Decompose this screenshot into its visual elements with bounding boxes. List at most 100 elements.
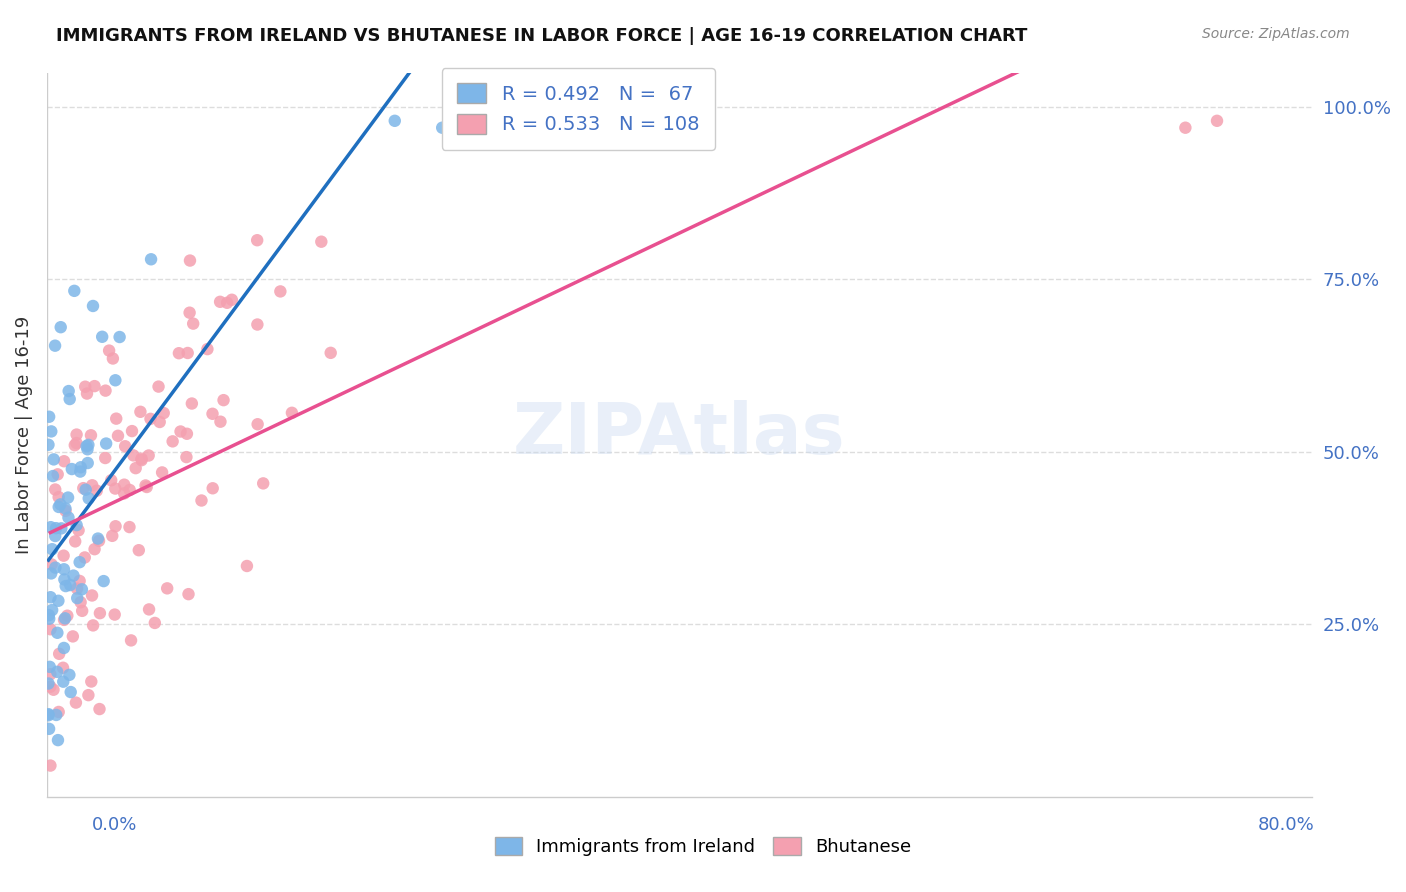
Point bbox=[45, 521, 67, 535]
Point bbox=[41, 558, 63, 572]
Point bbox=[48, 500, 70, 514]
Point bbox=[98, 343, 121, 358]
Point bbox=[63, 534, 86, 549]
Point bbox=[46, 625, 69, 640]
Point bbox=[58, 384, 80, 398]
Point bbox=[39, 758, 62, 772]
Point bbox=[39, 566, 62, 581]
Point bbox=[139, 412, 162, 426]
Point bbox=[118, 520, 141, 534]
Point bbox=[56, 491, 79, 505]
Point bbox=[82, 478, 104, 492]
Point bbox=[177, 587, 200, 601]
Point bbox=[269, 285, 291, 299]
Point bbox=[108, 330, 131, 344]
Point bbox=[432, 120, 454, 135]
Point bbox=[112, 486, 135, 500]
Point bbox=[42, 682, 65, 697]
Point bbox=[76, 439, 98, 453]
Point bbox=[77, 688, 100, 702]
Point bbox=[49, 497, 72, 511]
Point bbox=[62, 568, 84, 582]
Point bbox=[55, 579, 77, 593]
Point bbox=[94, 436, 117, 450]
Point bbox=[162, 434, 184, 449]
Point bbox=[114, 439, 136, 453]
Point bbox=[63, 284, 86, 298]
Point bbox=[169, 425, 191, 439]
Point bbox=[217, 295, 239, 310]
Point bbox=[131, 453, 153, 467]
Point bbox=[148, 379, 170, 393]
Point bbox=[52, 640, 75, 655]
Point bbox=[39, 520, 62, 534]
Point bbox=[65, 518, 87, 533]
Point bbox=[94, 450, 117, 465]
Point bbox=[104, 373, 127, 387]
Point bbox=[82, 618, 104, 632]
Point bbox=[179, 306, 201, 320]
Point bbox=[156, 582, 179, 596]
Point bbox=[120, 633, 142, 648]
Point bbox=[53, 454, 76, 468]
Point bbox=[221, 293, 243, 307]
Point bbox=[80, 428, 103, 442]
Point bbox=[46, 733, 69, 747]
Point bbox=[149, 415, 172, 429]
Text: 0.0%: 0.0% bbox=[91, 816, 136, 834]
Point bbox=[76, 456, 98, 470]
Point bbox=[209, 415, 232, 429]
Point bbox=[46, 665, 69, 679]
Point bbox=[105, 411, 128, 425]
Point bbox=[39, 667, 62, 681]
Y-axis label: In Labor Force | Age 16-19: In Labor Force | Age 16-19 bbox=[15, 316, 32, 554]
Point bbox=[37, 707, 59, 722]
Point bbox=[38, 722, 60, 736]
Point bbox=[190, 493, 212, 508]
Point bbox=[152, 406, 174, 420]
Point bbox=[94, 384, 117, 398]
Point bbox=[53, 613, 76, 627]
Point bbox=[176, 426, 198, 441]
Point bbox=[60, 462, 83, 476]
Point bbox=[86, 483, 108, 498]
Point bbox=[49, 320, 72, 334]
Point bbox=[179, 253, 201, 268]
Point bbox=[67, 524, 90, 538]
Point bbox=[311, 235, 333, 249]
Point bbox=[52, 661, 75, 675]
Point bbox=[125, 461, 148, 475]
Point bbox=[104, 482, 127, 496]
Point bbox=[100, 473, 122, 487]
Point bbox=[62, 629, 84, 643]
Point bbox=[128, 543, 150, 558]
Point bbox=[1174, 120, 1197, 135]
Point bbox=[69, 465, 91, 479]
Point bbox=[93, 574, 115, 588]
Point bbox=[37, 708, 59, 723]
Point bbox=[65, 436, 87, 450]
Point bbox=[129, 405, 152, 419]
Point bbox=[59, 578, 82, 592]
Text: Source: ZipAtlas.com: Source: ZipAtlas.com bbox=[1202, 27, 1350, 41]
Point bbox=[37, 438, 59, 452]
Point bbox=[70, 604, 93, 618]
Point bbox=[138, 449, 160, 463]
Legend: Immigrants from Ireland, Bhutanese: Immigrants from Ireland, Bhutanese bbox=[486, 828, 920, 865]
Point bbox=[58, 668, 80, 682]
Point bbox=[56, 608, 79, 623]
Point bbox=[1206, 113, 1229, 128]
Point bbox=[38, 409, 60, 424]
Point bbox=[101, 529, 124, 543]
Point bbox=[55, 501, 77, 516]
Point bbox=[176, 450, 198, 464]
Point bbox=[80, 674, 103, 689]
Point bbox=[180, 396, 202, 410]
Point bbox=[52, 674, 75, 689]
Point bbox=[66, 591, 89, 606]
Point bbox=[39, 622, 62, 636]
Point bbox=[121, 424, 143, 438]
Point bbox=[44, 483, 66, 497]
Point bbox=[89, 702, 111, 716]
Point bbox=[122, 449, 145, 463]
